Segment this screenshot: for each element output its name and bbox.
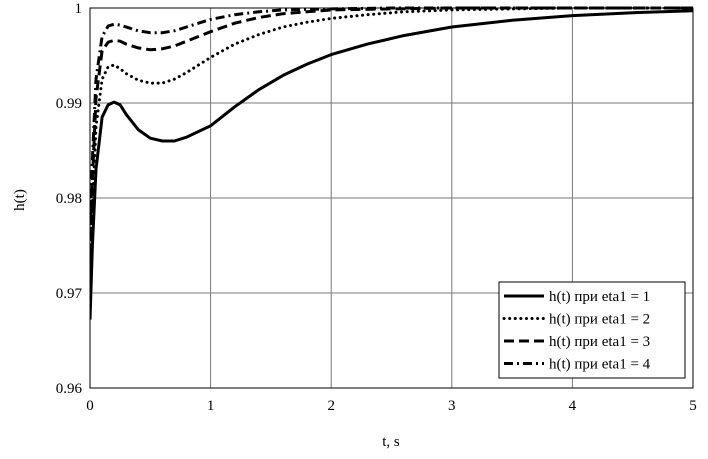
x-tick-label: 4 [569,398,577,414]
y-tick-label: 1 [75,1,83,17]
y-tick-label: 0.97 [56,286,83,302]
legend-label-3: h(t) при eta1 = 3 [549,334,650,350]
y-axis-label: h(t) [12,189,28,211]
y-tick-label: 0.96 [56,381,83,397]
y-tick-label: 0.98 [56,191,82,207]
legend-label-1: h(t) при eta1 = 1 [549,289,650,305]
legend: h(t) при eta1 = 1 h(t) при eta1 = 2 h(t) п… [498,281,686,379]
series-line-2 [90,6,693,281]
x-tick-label: 3 [448,398,456,414]
legend-label-2: h(t) при eta1 = 2 [549,312,650,328]
x-tick-label: 2 [327,398,335,414]
x-axis-label: t, s [382,434,400,450]
tick-labels: 0 1 2 3 4 5 0.96 0.97 0.98 0.99 1 [56,1,697,414]
x-tick-label: 1 [207,398,215,414]
series-line-1 [90,9,693,320]
series-line-3 [90,6,693,256]
y-tick-label: 0.99 [56,96,82,112]
legend-label-4: h(t) при eta1 = 4 [549,357,651,373]
series-lines [90,6,693,320]
plot-area-frame [89,7,694,389]
x-tick-label: 0 [86,398,94,414]
x-tick-label: 5 [689,398,697,414]
series-line-4 [90,6,693,237]
